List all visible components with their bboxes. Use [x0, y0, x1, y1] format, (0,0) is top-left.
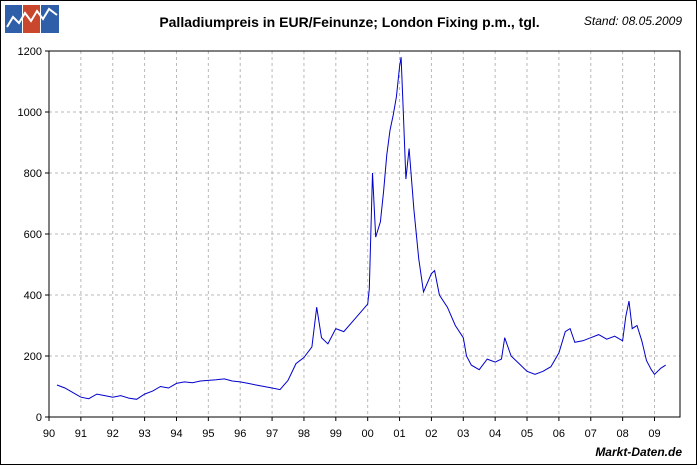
y-tick-label: 1200 [18, 46, 42, 58]
x-tick-label: 98 [298, 428, 310, 440]
y-axis: 0 200 400 600 800 1000 1200 [18, 46, 49, 424]
x-tick-label: 04 [489, 428, 501, 440]
x-tick-label: 09 [648, 428, 660, 440]
page-title: Palladiumpreis in EUR/Feinunze; London F… [159, 14, 540, 30]
y-tick-label: 1000 [18, 107, 42, 119]
series-line-palladium [56, 57, 666, 400]
x-tick-label: 02 [425, 428, 437, 440]
x-tick-label: 08 [617, 428, 629, 440]
x-tick-label: 01 [393, 428, 405, 440]
source-label: Markt-Daten.de [595, 445, 682, 459]
x-tick-label: 97 [266, 428, 278, 440]
x-axis: 90 91 92 93 94 95 96 97 98 99 00 01 02 03 04 05 06 07 08 09 [43, 417, 661, 440]
y-tick-label: 0 [36, 412, 42, 424]
y-tick-label: 800 [24, 168, 42, 180]
x-tick-label: 90 [43, 428, 55, 440]
x-tick-label: 06 [553, 428, 565, 440]
x-tick-label: 05 [521, 428, 533, 440]
logo-block-left [5, 5, 22, 33]
x-tick-label: 91 [75, 428, 87, 440]
x-tick-label: 03 [457, 428, 469, 440]
x-tick-label: 95 [202, 428, 214, 440]
logo-zigzag-line [6, 7, 58, 28]
chart-logo-icon [5, 5, 59, 33]
x-tick-label: 96 [234, 428, 246, 440]
x-tick-label: 00 [362, 428, 374, 440]
y-tick-label: 600 [24, 229, 42, 241]
y-tick-label: 200 [24, 351, 42, 363]
x-tick-label: 94 [170, 428, 182, 440]
x-tick-label: 93 [138, 428, 150, 440]
x-tick-label: 92 [107, 428, 119, 440]
x-tick-label: 99 [330, 428, 342, 440]
chart-grid [49, 51, 680, 417]
stand-date: Stand: 08.05.2009 [583, 14, 682, 28]
x-tick-label: 07 [585, 428, 597, 440]
y-tick-label: 400 [24, 290, 42, 302]
